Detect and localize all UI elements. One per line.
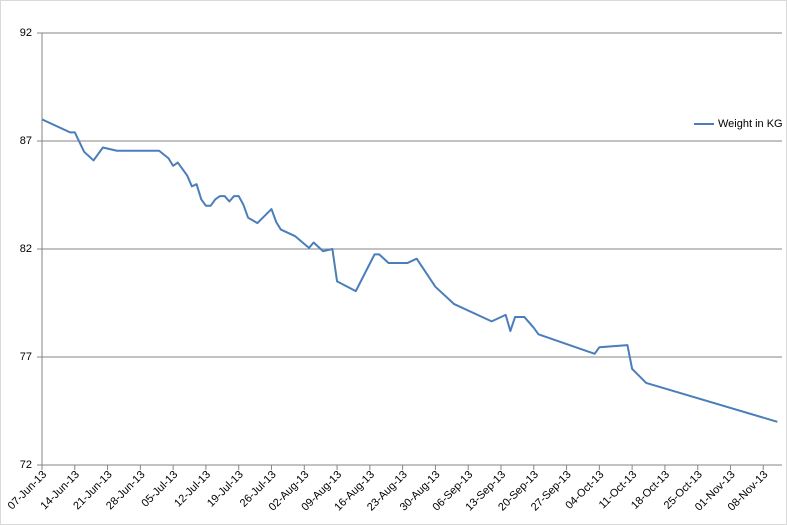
y-tick-label: 72: [20, 459, 32, 471]
y-tick-label: 92: [20, 27, 32, 39]
y-tick-label: 77: [20, 351, 32, 363]
series-line: [41, 118, 778, 423]
y-tick-label: 82: [20, 243, 32, 255]
legend-label: Weight in KG: [718, 118, 783, 130]
y-tick-label: 87: [20, 135, 32, 147]
